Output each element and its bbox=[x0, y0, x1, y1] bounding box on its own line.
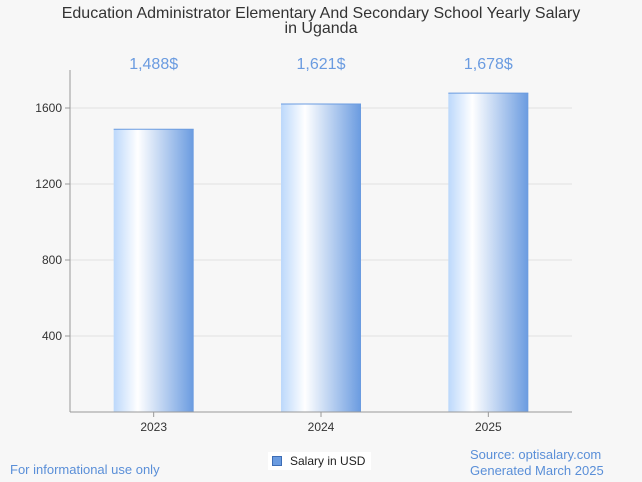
legend[interactable]: Salary in USD bbox=[268, 452, 372, 470]
legend-label: Salary in USD bbox=[290, 454, 366, 468]
chart-title-line-2: in Uganda bbox=[285, 20, 358, 37]
source-block: Source: optisalary.com Generated March 2… bbox=[470, 447, 604, 479]
y-tick-label-1200: 1200 bbox=[35, 177, 62, 191]
disclaimer-text: For informational use only bbox=[10, 462, 160, 477]
bar-2025[interactable] bbox=[448, 93, 529, 413]
bar-2023[interactable] bbox=[113, 129, 194, 412]
source-text: Source: optisalary.com bbox=[470, 447, 602, 462]
value-label-2023: 1,488$ bbox=[129, 56, 178, 73]
y-tick-label-800: 800 bbox=[42, 253, 62, 267]
x-tick-label-2025: 2025 bbox=[475, 420, 502, 434]
value-labels: 1,488$ 1,621$ 1,678$ bbox=[129, 56, 513, 73]
legend-swatch bbox=[272, 456, 282, 466]
value-label-2025: 1,678$ bbox=[464, 56, 513, 73]
y-tick-label-1600: 1600 bbox=[35, 101, 62, 115]
value-label-2024: 1,621$ bbox=[297, 56, 346, 73]
x-tick-label-2023: 2023 bbox=[140, 420, 167, 434]
y-tick-label-400: 400 bbox=[42, 329, 62, 343]
axes: 400 800 1200 1600 2023 2024 2025 bbox=[35, 70, 572, 434]
chart-title-line-1: Education Administrator Elementary And S… bbox=[62, 5, 581, 22]
x-tick-label-2024: 2024 bbox=[308, 420, 335, 434]
bar-2024[interactable] bbox=[281, 104, 361, 412]
bars bbox=[113, 92, 529, 413]
generated-text: Generated March 2025 bbox=[470, 463, 604, 478]
